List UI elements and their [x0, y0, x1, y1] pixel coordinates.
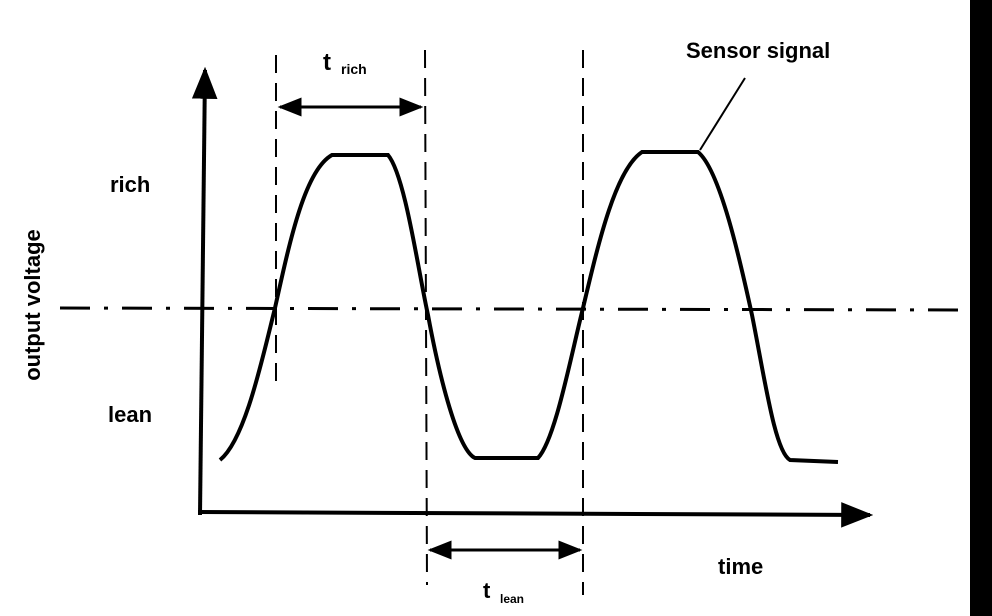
markers	[275, 49, 584, 595]
sensor-signal	[218, 150, 839, 464]
y-axis	[191, 66, 218, 516]
y-axis-label: output voltage	[20, 229, 45, 381]
lean-label: lean	[108, 402, 152, 427]
t-lean-sub: lean	[500, 592, 524, 606]
threshold-line	[59, 306, 961, 312]
edge-bar	[970, 0, 992, 616]
signal-label: Sensor signal	[686, 38, 830, 63]
x-axis	[197, 502, 874, 528]
t-rich-sub: rich	[341, 61, 367, 77]
leader-line	[699, 77, 746, 151]
x-axis-label: time	[718, 554, 763, 579]
rich-label: rich	[110, 172, 150, 197]
rich-end-line	[424, 49, 428, 586]
t-lean-main: t	[483, 578, 491, 603]
t-rich-main: t	[323, 49, 331, 76]
